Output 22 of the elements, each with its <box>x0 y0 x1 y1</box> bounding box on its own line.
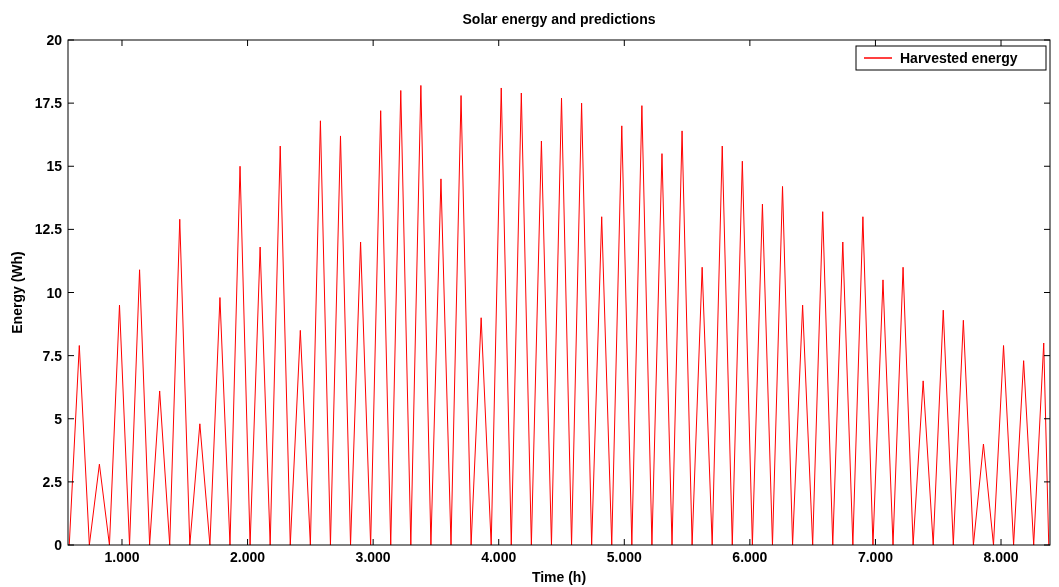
line-series <box>68 84 1050 545</box>
x-tick-label: 7.000 <box>857 549 894 565</box>
chart-title: Solar energy and predictions <box>462 11 656 27</box>
y-tick-label: 7.5 <box>42 347 63 364</box>
y-tick-label: 10 <box>46 284 63 301</box>
y-tick-label: 2.5 <box>42 473 63 490</box>
y-tick-label: 15 <box>46 158 63 175</box>
y-axis-title: Energy (Wh) <box>9 251 25 334</box>
y-tick-label: 5 <box>54 410 63 427</box>
y-tick-label: 12.5 <box>34 221 63 238</box>
y-tick-label: 0 <box>54 537 63 553</box>
y-tick-label: 17.5 <box>34 95 63 112</box>
x-axis-title: Time (h) <box>531 569 587 585</box>
y-tick-label: 20 <box>46 32 63 48</box>
legend-label: Harvested energy <box>900 50 1018 66</box>
x-tick-label: 8.000 <box>983 549 1019 565</box>
x-tick-label: 5.000 <box>606 549 643 565</box>
x-tick-label: 1.000 <box>104 549 140 565</box>
x-tick-label: 4.000 <box>481 549 517 565</box>
x-tick-label: 3.000 <box>355 549 391 565</box>
x-tick-label: 6.000 <box>732 549 768 565</box>
x-tick-label: 2.000 <box>230 549 266 565</box>
